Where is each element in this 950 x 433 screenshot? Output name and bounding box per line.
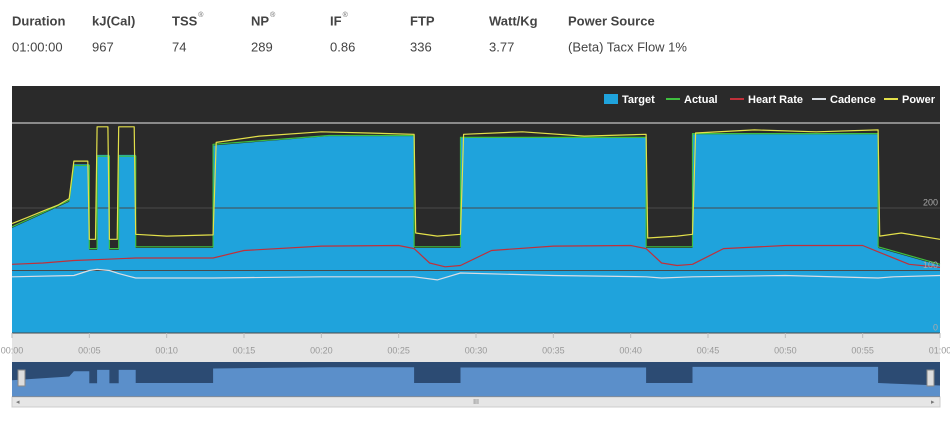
stat-label: TSS bbox=[172, 13, 198, 28]
target-area bbox=[12, 134, 940, 333]
stat-value: 01:00:00 bbox=[12, 39, 63, 54]
stat-label: Watt/Kg bbox=[489, 13, 538, 28]
stat-label: Power Source bbox=[568, 13, 655, 28]
scroll-left[interactable]: ◂ bbox=[16, 399, 20, 406]
legend-swatch bbox=[604, 94, 618, 104]
legend-label: Heart Rate bbox=[748, 94, 803, 106]
legend-label: Power bbox=[902, 94, 936, 106]
stat-value: 0.86 bbox=[330, 39, 355, 54]
scroll-right[interactable]: ▸ bbox=[931, 399, 935, 406]
y-tick-label: 100 bbox=[923, 260, 938, 270]
x-tick-label: 00:25 bbox=[387, 345, 410, 355]
x-tick-label: 00:00 bbox=[1, 345, 24, 355]
stat-label: IF bbox=[330, 13, 342, 28]
series-line bbox=[11, 126, 941, 240]
legend-label: Target bbox=[622, 94, 655, 106]
stat-value: 3.77 bbox=[489, 39, 514, 54]
legend-label: Actual bbox=[684, 94, 718, 106]
nav-handle-left[interactable] bbox=[17, 369, 26, 387]
stat-label: NP bbox=[251, 13, 269, 28]
stat-value: 74 bbox=[172, 39, 186, 54]
plot bbox=[11, 122, 941, 334]
scrollbar[interactable] bbox=[11, 396, 941, 408]
stat-value: 289 bbox=[251, 39, 273, 54]
stat-value: 967 bbox=[92, 39, 114, 54]
series-line bbox=[11, 268, 941, 281]
stat-mark: ® bbox=[198, 11, 204, 19]
stat-mark: ® bbox=[343, 11, 349, 19]
x-tick-label: 00:05 bbox=[78, 345, 101, 355]
x-tick-label: 00:35 bbox=[542, 345, 565, 355]
stat-mark: ® bbox=[270, 11, 276, 19]
x-tick-label: 00:15 bbox=[233, 345, 256, 355]
series-line bbox=[11, 244, 941, 268]
stat-label: kJ(Cal) bbox=[92, 13, 135, 28]
x-tick-label: 00:50 bbox=[774, 345, 797, 355]
scroll-grip[interactable]: III bbox=[473, 399, 479, 406]
stat-value: 336 bbox=[410, 39, 432, 54]
x-tick-label: 00:40 bbox=[619, 345, 642, 355]
navigator-area bbox=[12, 366, 940, 396]
x-tick-label: 00:20 bbox=[310, 345, 333, 355]
stat-label: Duration bbox=[12, 13, 66, 28]
nav-handle-right[interactable] bbox=[926, 369, 935, 387]
legend-label: Cadence bbox=[830, 94, 876, 106]
x-tick-label: 00:45 bbox=[697, 345, 720, 355]
series-line bbox=[11, 133, 941, 265]
stat-label: FTP bbox=[410, 13, 435, 28]
x-tick-label: 01:00 bbox=[929, 345, 950, 355]
stat-value: (Beta) Tacx Flow 1% bbox=[568, 39, 687, 54]
x-tick-label: 00:55 bbox=[851, 345, 874, 355]
x-tick-label: 00:10 bbox=[155, 345, 178, 355]
y-tick-label: 200 bbox=[923, 197, 938, 207]
y-tick-label: 0 bbox=[933, 322, 938, 332]
x-tick-label: 00:30 bbox=[465, 345, 488, 355]
